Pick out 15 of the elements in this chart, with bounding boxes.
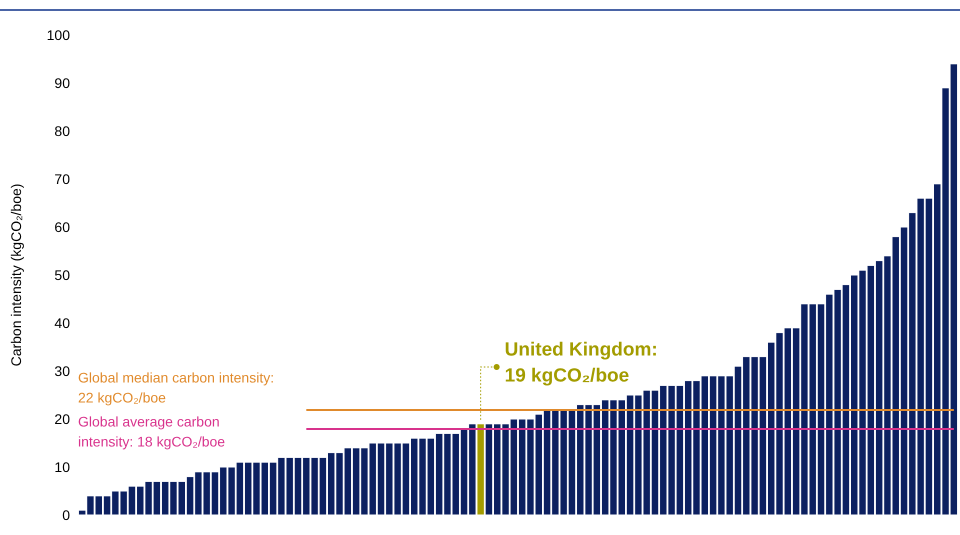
y-tick-label: 60	[54, 219, 70, 235]
ref-line-label: Global average carbon intensity: 18 kgCO₂/boe	[78, 414, 226, 450]
y-tick-label: 10	[54, 459, 70, 475]
y-tick-label: 70	[54, 171, 70, 187]
y-tick-label: 20	[54, 411, 70, 427]
y-tick-label: 90	[54, 75, 70, 91]
ref-line-label: Global median carbon intensity: 22 kgCO₂/boe	[78, 369, 278, 406]
annotation: United Kingdom: 19 kgCO₂/boe	[504, 340, 658, 386]
y-tick-label: 40	[54, 315, 70, 331]
y-tick-label: 0	[62, 507, 70, 523]
y-tick-label: 80	[54, 123, 70, 139]
y-tick-label: 100	[46, 27, 70, 43]
y-axis-title: Carbon intensity (kgCO₂/boe)	[8, 184, 24, 366]
y-tick-label: 50	[54, 267, 70, 283]
y-tick-label: 30	[54, 363, 70, 379]
